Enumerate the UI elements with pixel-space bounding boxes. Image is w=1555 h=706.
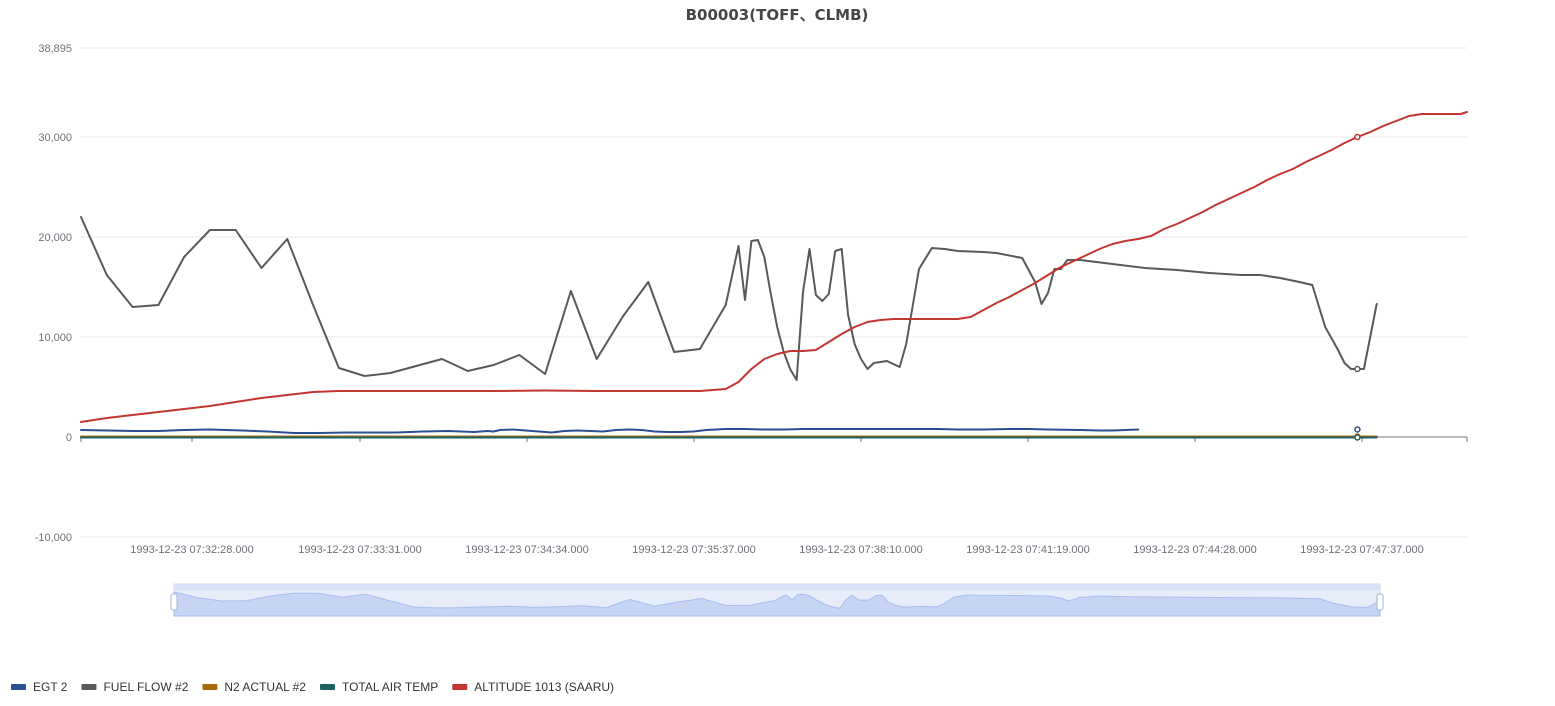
- legend-swatch[interactable]: [452, 684, 468, 690]
- x-tick-label: 1993-12-23 07:44:28.000: [1133, 544, 1257, 556]
- chart-title: B00003(TOFF、CLMB): [686, 6, 869, 24]
- series-line-altitude-1013-saaru[interactable]: [80, 111, 1468, 423]
- x-tick-label: 1993-12-23 07:41:19.000: [966, 544, 1090, 556]
- y-tick-label: 10,000: [38, 332, 72, 344]
- x-tick-label: 1993-12-23 07:47:37.000: [1300, 544, 1424, 556]
- y-tick-label: -10,000: [35, 532, 72, 544]
- x-tick-label: 1993-12-23 07:33:31.000: [298, 544, 422, 556]
- grid-lines: [81, 47, 1467, 538]
- y-tick-label: 30,000: [38, 132, 72, 144]
- y-tick-label: 0: [66, 432, 72, 444]
- legend-item-label[interactable]: FUEL FLOW #2: [103, 680, 188, 694]
- legend-item-label[interactable]: TOTAL AIR TEMP: [342, 680, 438, 694]
- legend-swatch[interactable]: [81, 684, 97, 690]
- series-line-fuel-flow-2[interactable]: [80, 216, 1378, 381]
- y-tick-label: 38,895: [38, 43, 72, 55]
- zoom-move-handle[interactable]: [174, 584, 1380, 590]
- zoom-thumbnail: [173, 591, 1381, 617]
- series-lines: [80, 111, 1468, 439]
- data-zoom-slider[interactable]: [170, 583, 1384, 617]
- hover-marker: [1354, 434, 1361, 441]
- legend-item-label[interactable]: ALTITUDE 1013 (SAARU): [474, 680, 614, 694]
- legend-item-label[interactable]: N2 ACTUAL #2: [224, 680, 306, 694]
- x-tick-label: 1993-12-23 07:32:28.000: [130, 544, 254, 556]
- zoom-handle-left[interactable]: [170, 593, 178, 611]
- y-tick-label: 20,000: [38, 232, 72, 244]
- legend: EGT 2 FUEL FLOW #2 N2 ACTUAL #2 TOTAL AIR T…: [11, 680, 614, 694]
- x-tick-label: 1993-12-23 07:38:10.000: [799, 544, 923, 556]
- x-axis: 1993-12-23 07:32:28.000 1993-12-23 07:33:…: [80, 436, 1468, 556]
- y-axis-labels: 38,895 30,000 20,000 10,000 0 -10,000: [35, 43, 72, 544]
- x-tick-label: 1993-12-23 07:35:37.000: [632, 544, 756, 556]
- legend-swatch[interactable]: [11, 684, 26, 690]
- series-line-egt-2[interactable]: [80, 428, 1140, 434]
- legend-swatch[interactable]: [202, 684, 218, 690]
- x-tick-label: 1993-12-23 07:34:34.000: [465, 544, 589, 556]
- hover-marker: [1354, 365, 1361, 373]
- hover-marker: [1354, 133, 1361, 141]
- hover-marker: [1354, 426, 1361, 433]
- zoom-handle-right[interactable]: [1376, 593, 1384, 611]
- legend-swatch[interactable]: [319, 684, 335, 690]
- legend-item-label[interactable]: EGT 2: [33, 680, 68, 694]
- hover-markers: [1354, 133, 1361, 441]
